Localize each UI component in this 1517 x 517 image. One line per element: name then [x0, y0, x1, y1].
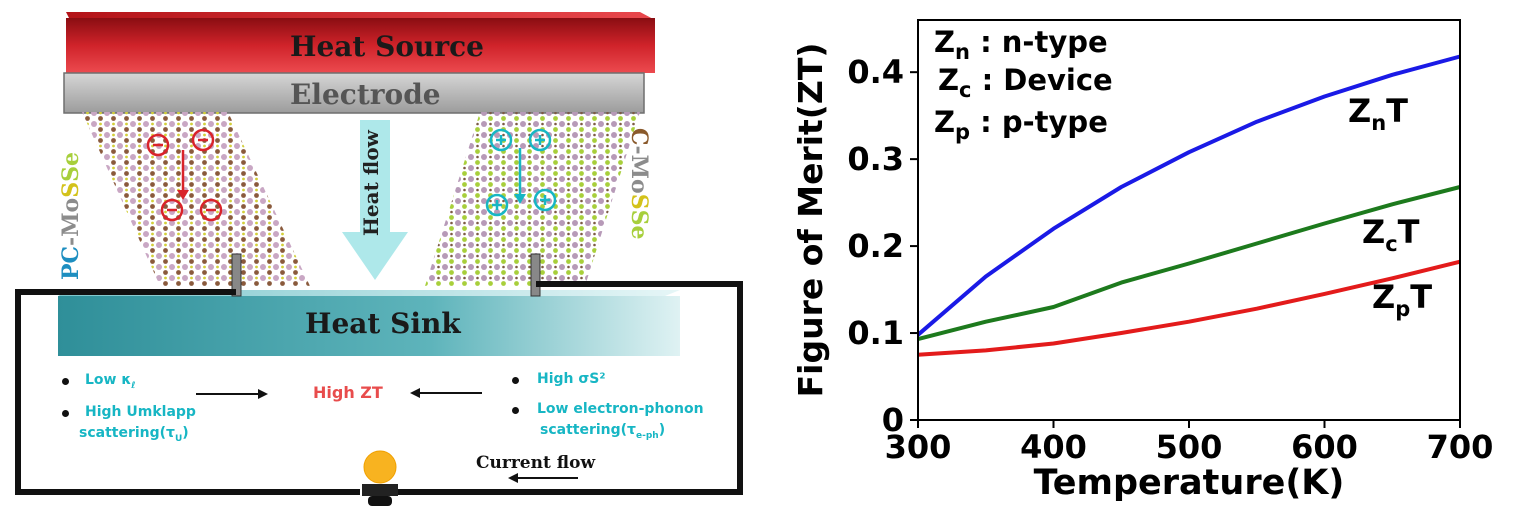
right-material-se: Se [626, 209, 652, 240]
thermoelectric-device-diagram: Heat Source Electrode Heat flow Heat Sin… [0, 0, 760, 513]
y-axis-label: Figure of Merit(ZT) [791, 43, 830, 398]
circuit-wire [15, 289, 360, 495]
low-ep-text: Low electron-phonon [537, 401, 704, 417]
bullet-dot [62, 378, 69, 385]
right-material-mo: -Mo [626, 145, 652, 194]
heat-source-block [66, 18, 655, 73]
current-flow-label: Current flow [476, 453, 596, 473]
series-line-n [916, 54, 1461, 337]
left-material-label: PC-MoSSe [58, 120, 84, 280]
device-schematic [15, 12, 743, 506]
heat-source-label: Heat Source [290, 30, 484, 63]
x-tick-label: 600 [1291, 428, 1358, 466]
series-label-p: ZpT [1372, 278, 1432, 321]
x-tick-label: 300 [885, 428, 952, 466]
plot-frame [917, 19, 1461, 421]
x-tick-label: 500 [1156, 428, 1223, 466]
circuit-wire-right [398, 281, 743, 495]
legend-entry-n: Zn : n-type [934, 25, 1108, 64]
y-tick-label: 0.1 [847, 314, 904, 352]
left-material-mo: -Mo [58, 197, 84, 246]
heat-flow-label: Heat flow [359, 130, 383, 236]
series-labels: ZnT ZcT ZpT [1348, 92, 1432, 321]
y-tick-label: 0.2 [847, 227, 904, 265]
ep-scattering: scattering(τ [540, 422, 636, 438]
right-arrow-to-zt [410, 388, 482, 398]
low-kappa: Low κ [85, 372, 132, 388]
bullet-dot [512, 377, 519, 384]
electrode-block [63, 72, 645, 114]
left-material-se: Se [58, 151, 84, 182]
series-label-c: ZcT [1362, 213, 1420, 256]
right-material-label: C-MoSSe [626, 128, 652, 278]
low-kappa-text: Low κℓ [85, 372, 136, 391]
ep-scattering-text: scattering(τe-ph) [540, 422, 665, 441]
umklapp-scattering-text: scattering(τU) [79, 425, 189, 444]
legend-entry-p: Zp : p-type [934, 105, 1108, 144]
bullet-dot [62, 410, 69, 417]
heat-flow-arrow [342, 120, 408, 280]
light-bulb-icon [362, 450, 398, 506]
umklapp-scattering: scattering(τ [79, 425, 175, 441]
zt-line-chart: 300 400 500 600 700 0 0.1 0.2 0.3 0.4 Temperature… [791, 19, 1493, 503]
high-umklapp-text: High Umklapp [85, 404, 196, 420]
y-tick-label: 0.4 [847, 53, 904, 91]
ep-close: ) [658, 422, 666, 438]
high-sigma-text: High σS² [537, 371, 606, 387]
current-flow-arrow [508, 473, 578, 483]
ep-sub: e-ph [635, 430, 659, 441]
zt-chart: 300 400 500 600 700 0 0.1 0.2 0.3 0.4 Temperature… [760, 0, 1517, 513]
low-kappa-sub: ℓ [131, 380, 136, 391]
right-material-c: C [626, 128, 652, 146]
left-material-s: S [58, 181, 84, 198]
x-tick-label: 700 [1427, 428, 1494, 466]
right-connector [530, 253, 541, 297]
electrode-label: Electrode [290, 78, 441, 111]
right-carrier-markers [485, 128, 557, 217]
left-lattice [82, 112, 310, 286]
umklapp-close: ) [182, 425, 189, 441]
high-zt-label: High ZT [313, 383, 383, 402]
x-axis-label: Temperature(K) [1034, 463, 1345, 503]
ticks-layer: 300 400 500 600 700 0 0.1 0.2 0.3 0.4 [847, 53, 1493, 466]
y-tick-label: 0 [882, 401, 904, 439]
left-arrow-to-zt [196, 389, 268, 399]
left-connector [231, 253, 242, 297]
right-material-s: S [626, 193, 652, 210]
heat-sink-block [58, 296, 680, 356]
series-label-n: ZnT [1348, 92, 1408, 135]
legend-entry-c: Zc : Device [938, 63, 1113, 102]
bullet-dot [512, 407, 519, 414]
series-line-c [917, 185, 1461, 342]
umklapp-sub: U [174, 433, 183, 444]
x-tick-label: 400 [1020, 428, 1087, 466]
right-lattice [425, 112, 640, 286]
lines-layer [916, 54, 1461, 357]
y-tick-label: 0.3 [847, 140, 904, 178]
heat-sink-label: Heat Sink [305, 307, 461, 340]
series-line-p [917, 259, 1461, 357]
left-carrier-markers [146, 128, 223, 222]
left-material-pc: PC [58, 245, 84, 280]
